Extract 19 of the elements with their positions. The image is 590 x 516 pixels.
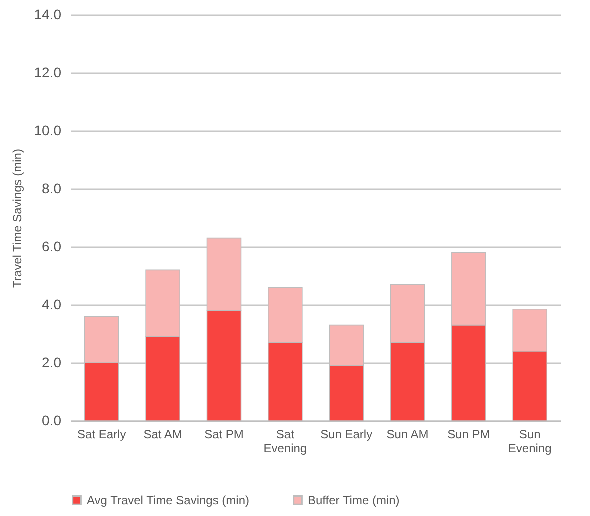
y-tick-label: 4.0 <box>42 296 62 312</box>
x-tick-label: Sat AM <box>144 428 182 442</box>
y-tick-label: 2.0 <box>42 354 62 370</box>
y-tick-label: 12.0 <box>34 64 62 80</box>
x-tick-label: Sat Evening <box>264 428 308 456</box>
y-tick-label: 14.0 <box>34 6 62 22</box>
legend-label: Buffer Time (min) <box>308 493 400 508</box>
y-tick-label: 10.0 <box>34 122 62 138</box>
y-tick-label: 0.0 <box>42 412 62 428</box>
x-tick-label: Sun AM <box>386 428 429 442</box>
x-tick-label: Sun Evening <box>508 428 552 456</box>
x-tick-label: Sun PM <box>448 428 490 442</box>
x-tick-label: Sat Early <box>78 428 126 442</box>
y-tick-label: 6.0 <box>42 238 62 254</box>
x-tick-label: Sat PM <box>204 428 244 442</box>
y-tick-label: 8.0 <box>42 180 62 196</box>
legend-label: Avg Travel Time Savings (min) <box>87 493 250 508</box>
y-axis-title: Travel Time Savings (min) <box>10 149 24 288</box>
x-tick-label: Sun Early <box>320 428 373 442</box>
